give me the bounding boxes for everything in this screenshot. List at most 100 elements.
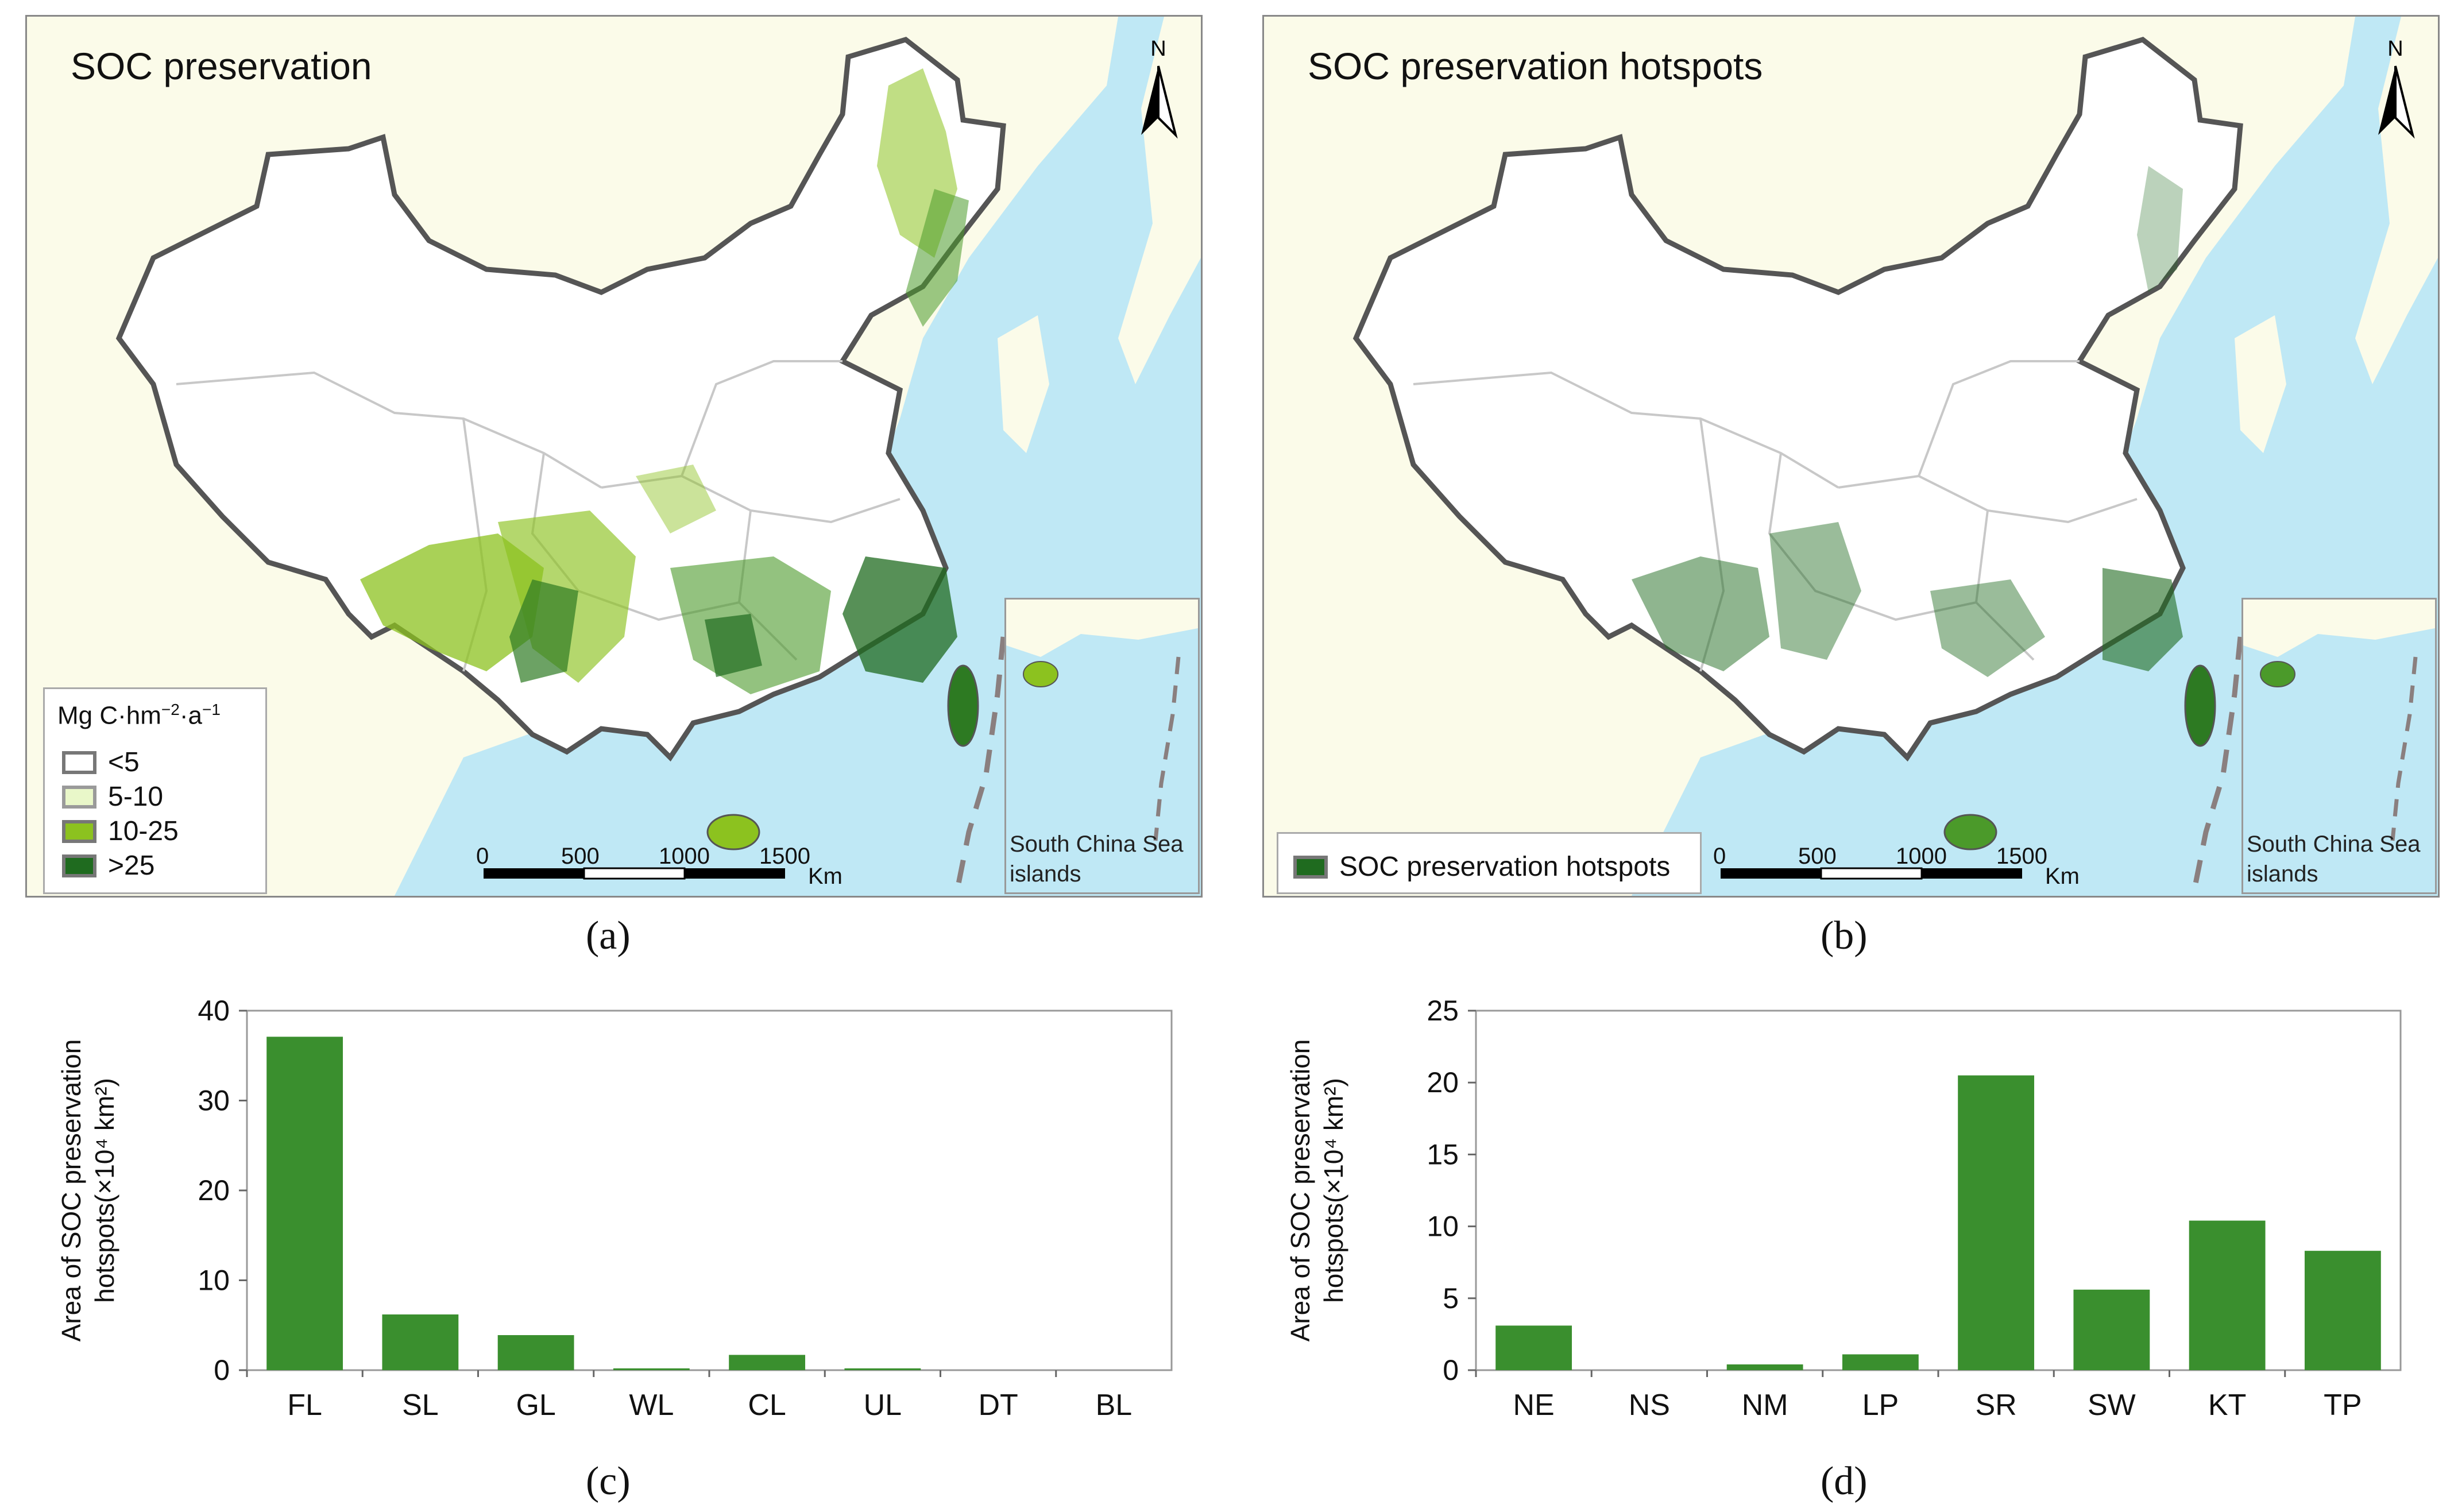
scale-tick: 1000 (659, 844, 710, 869)
y-tick-label: 5 (1443, 1282, 1459, 1314)
taiwan-island (947, 664, 979, 747)
y-tick-label: 20 (1427, 1066, 1459, 1099)
maritime-boundary (2192, 636, 2243, 890)
x-tick-label: NE (1513, 1389, 1555, 1422)
scale-tick: 0 (476, 844, 489, 869)
map-background (27, 17, 1201, 896)
bar-fl (266, 1037, 343, 1370)
x-tick-label: GL (516, 1389, 555, 1422)
caption-a: (a) (586, 914, 631, 958)
bar-kt (2189, 1220, 2266, 1370)
y-axis-label-line2: hotspots(×10⁴ km²) (1319, 1078, 1348, 1303)
bar-sr (1958, 1075, 2035, 1370)
scale-bar (484, 867, 785, 880)
maritime-boundary (954, 636, 1006, 890)
soc-preservation-patches (360, 68, 969, 694)
y-tick-label: 0 (214, 1354, 230, 1386)
inset-label: South China Sea (1010, 832, 1184, 857)
legend-title: Mg C·hm−2·a−1 (57, 701, 221, 730)
x-tick-label: NS (1629, 1389, 1670, 1422)
caption-b: (b) (1821, 914, 1868, 958)
scale-unit: Km (2045, 864, 2080, 889)
inset-south-china-sea: South China Sea islands (2241, 598, 2437, 894)
y-tick-label: 15 (1427, 1138, 1459, 1170)
y-tick-label: 25 (1427, 995, 1459, 1027)
inset-label: South China Sea (2247, 832, 2421, 857)
korea-land (2235, 315, 2286, 453)
y-tick-label: 10 (1427, 1211, 1459, 1243)
hainan-island (706, 814, 760, 850)
bar-tp (2304, 1251, 2381, 1370)
bar-cl (729, 1355, 806, 1370)
north-arrow-icon: N (2378, 37, 2415, 139)
japan-land (2355, 17, 2438, 384)
y-axis-label: Area of SOC preservation hotspots(×10⁴ km… (56, 1039, 119, 1342)
y-axis-label-line1: Area of SOC preservation (1285, 1039, 1315, 1342)
caption-c: (c) (586, 1459, 631, 1503)
bar-ne (1495, 1325, 1572, 1370)
inset-label: islands (1010, 861, 1081, 887)
scale-tick: 1500 (1996, 844, 2047, 869)
map-title: SOC preservation (71, 45, 372, 87)
y-axis-label: Area of SOC preservation hotspots(×10⁴ km… (1285, 1039, 1348, 1342)
scale-tick: 500 (1798, 844, 1837, 869)
legend-swatch (62, 854, 96, 877)
x-tick-label: BL (1096, 1389, 1133, 1422)
x-tick-label: UL (864, 1389, 902, 1422)
bar-chart-d: 0 5 10 15 20 25 NE NS NM LP SR SW KT TP Area of SOC pr… (1285, 995, 2402, 1422)
legend: SOC preservation hotspots (1277, 832, 1702, 894)
x-tick-label: SW (2088, 1389, 2136, 1422)
north-label: N (2387, 37, 2403, 61)
y-tick-label: 0 (1443, 1354, 1459, 1386)
scale-tick: 1500 (759, 844, 810, 869)
legend-item-5-10: 5-10 (62, 781, 163, 813)
inset-label: islands (2247, 861, 2318, 887)
x-tick-label: LP (1862, 1389, 1899, 1422)
scale-tick: 0 (1713, 844, 1726, 869)
x-tick-label: SR (1976, 1389, 2017, 1422)
x-tick-label: KT (2208, 1389, 2246, 1422)
x-tick-label: DT (978, 1389, 1018, 1422)
map-panel-a: SOC preservation N Mg C·hm−2·a−1 <5 5-10… (25, 15, 1203, 898)
y-tick-label: 10 (198, 1264, 230, 1297)
scale-tick: 500 (561, 844, 600, 869)
x-tick-label: TP (2324, 1389, 2362, 1422)
bar-lp (1842, 1354, 1919, 1370)
korea-land (998, 315, 1049, 453)
legend: Mg C·hm−2·a−1 <5 5-10 10-25 >25 (43, 687, 267, 894)
legend-item-gt25: >25 (62, 850, 154, 881)
caption-d: (d) (1821, 1459, 1868, 1503)
x-tick-label: FL (287, 1389, 322, 1422)
y-tick-label: 20 (198, 1174, 230, 1206)
scale-bar (1721, 867, 2022, 880)
bar-sl (382, 1314, 459, 1370)
map-background (1264, 17, 2438, 896)
north-label: N (1150, 37, 1166, 61)
x-tick-label: NM (1742, 1389, 1788, 1422)
north-arrow-icon: N (1141, 37, 1178, 139)
legend-item-10-25: 10-25 (62, 815, 179, 847)
legend-swatch (62, 819, 96, 843)
scale-tick: 1000 (1896, 844, 1947, 869)
y-tick-label: 40 (198, 995, 230, 1027)
legend-swatch (1293, 855, 1328, 879)
map-panel-b: SOC preservation hotspots N SOC preserva… (1262, 15, 2440, 898)
scale-unit: Km (808, 864, 842, 889)
bar-sw (2073, 1289, 2150, 1370)
legend-swatch (62, 751, 96, 774)
bar-nm (1726, 1364, 1803, 1370)
x-tick-label: CL (748, 1389, 786, 1422)
y-axis-label-line2: hotspots(×10⁴ km²) (90, 1078, 119, 1303)
x-tick-label: WL (629, 1389, 674, 1422)
map-title: SOC preservation hotspots (1308, 45, 1763, 87)
hotspot-patches (1632, 166, 2183, 677)
taiwan-island (2184, 664, 2216, 747)
legend-swatch (62, 785, 96, 809)
y-axis-label-line1: Area of SOC preservation (56, 1039, 86, 1342)
legend-item-hotspots: SOC preservation hotspots (1293, 851, 1670, 883)
bar-ul (844, 1368, 921, 1370)
x-tick-label: SL (402, 1389, 439, 1422)
plot-area (246, 1010, 1173, 1371)
y-tick-label: 30 (198, 1085, 230, 1117)
bar-chart-c: 0 10 20 30 40 FL SL GL WL CL UL DT BL Area of SOC pre… (56, 995, 1173, 1422)
